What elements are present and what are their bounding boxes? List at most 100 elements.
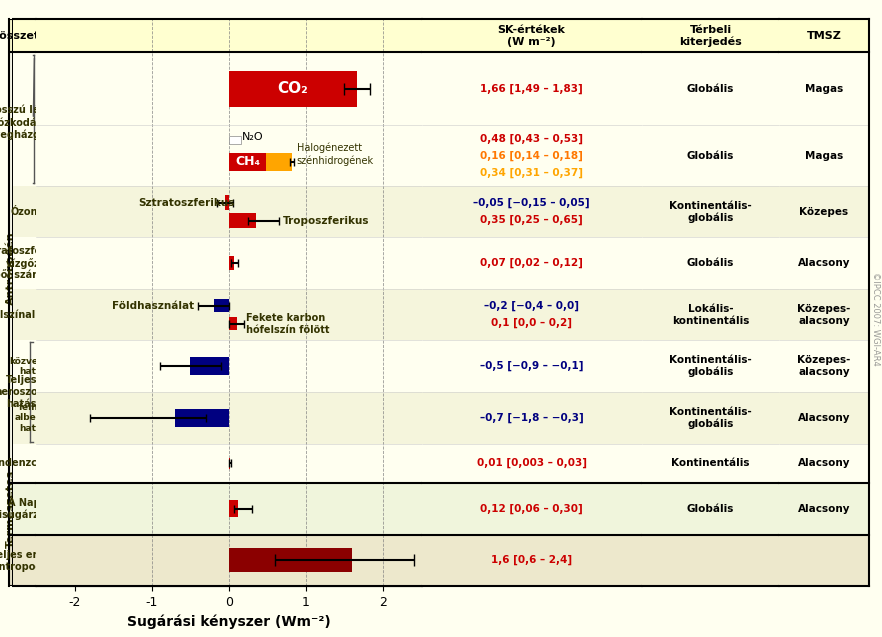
Text: Sztratoszferikus: Sztratoszferikus bbox=[138, 197, 235, 208]
Bar bbox=[36, 289, 422, 340]
Text: Halogénezett
szénhidrogének: Halogénezett szénhidrogének bbox=[296, 143, 374, 166]
Text: Földhasználat: Földhasználat bbox=[112, 301, 194, 311]
Bar bbox=[36, 19, 422, 52]
Bar bbox=[422, 19, 642, 52]
Text: 0,48 [0,43 – 0,53]: 0,48 [0,43 – 0,53] bbox=[480, 133, 583, 144]
Text: közvetlen
hatás: közvetlen hatás bbox=[9, 357, 58, 376]
Bar bbox=[642, 52, 780, 125]
Bar bbox=[9, 19, 13, 52]
Bar bbox=[9, 443, 13, 483]
Text: A Nap
kisugárzása: A Nap kisugárzása bbox=[0, 497, 57, 520]
Bar bbox=[642, 443, 780, 483]
Bar bbox=[9, 125, 13, 186]
Bar bbox=[13, 186, 36, 238]
Text: Kondenzcsíkok: Kondenzcsíkok bbox=[0, 458, 65, 468]
Bar bbox=[422, 125, 642, 186]
Text: Teljes eredő
antropogén: Teljes eredő antropogén bbox=[0, 548, 58, 572]
Text: 1,66 [1,49 – 1,83]: 1,66 [1,49 – 1,83] bbox=[481, 83, 583, 94]
Bar bbox=[642, 534, 780, 586]
Bar bbox=[229, 500, 238, 517]
Bar bbox=[36, 52, 422, 125]
Bar bbox=[36, 392, 422, 443]
Bar bbox=[266, 152, 292, 171]
Bar bbox=[9, 340, 13, 392]
Text: Hosszú légköri
tartózkodási idejű
üvegházgázok: Hosszú légköri tartózkodási idejű üveghá… bbox=[0, 104, 77, 140]
Bar bbox=[13, 392, 36, 443]
Text: –0,2 [−0,4 – 0,0]: –0,2 [−0,4 – 0,0] bbox=[484, 301, 579, 311]
Bar bbox=[422, 289, 642, 340]
Bar bbox=[225, 195, 229, 210]
Text: Felszínalbedo: Felszínalbedo bbox=[0, 310, 63, 320]
Bar bbox=[36, 186, 422, 238]
Text: felhő-
albedo-
hatás: felhő- albedo- hatás bbox=[14, 403, 53, 433]
Bar bbox=[229, 213, 256, 228]
Text: Magas: Magas bbox=[805, 84, 843, 94]
Text: 0,07 [0,02 – 0,12]: 0,07 [0,02 – 0,12] bbox=[480, 258, 583, 268]
Text: 0,35 [0,25 – 0,65]: 0,35 [0,25 – 0,65] bbox=[481, 215, 583, 225]
Text: Térbeli
kiterjedés: Térbeli kiterjedés bbox=[679, 25, 742, 47]
Bar bbox=[13, 483, 36, 534]
Bar bbox=[642, 392, 780, 443]
Bar bbox=[642, 289, 780, 340]
Text: Teljes
aeroszol-
hatás: Teljes aeroszol- hatás bbox=[0, 375, 46, 408]
Bar bbox=[13, 534, 36, 586]
Text: Globális: Globális bbox=[687, 504, 734, 513]
Bar bbox=[780, 443, 869, 483]
Bar bbox=[642, 238, 780, 289]
Bar bbox=[780, 19, 869, 52]
Text: Ózon: Ózon bbox=[11, 206, 39, 217]
Bar bbox=[9, 186, 13, 238]
Text: Kontinentális-
globális: Kontinentális- globális bbox=[669, 355, 752, 377]
Bar bbox=[9, 392, 13, 443]
Bar bbox=[229, 136, 242, 145]
Bar bbox=[175, 409, 229, 427]
Text: Globális: Globális bbox=[687, 258, 734, 268]
Bar bbox=[36, 534, 422, 586]
Text: 0,1 [0,0 – 0,2]: 0,1 [0,0 – 0,2] bbox=[491, 318, 572, 328]
Bar bbox=[780, 483, 869, 534]
Text: 0,01 [0,003 – 0,03]: 0,01 [0,003 – 0,03] bbox=[476, 458, 587, 468]
Bar bbox=[13, 289, 36, 340]
Bar bbox=[36, 238, 422, 289]
Bar bbox=[13, 125, 36, 186]
Bar bbox=[213, 299, 229, 312]
Bar bbox=[13, 443, 36, 483]
Bar bbox=[9, 52, 13, 483]
Bar bbox=[422, 534, 642, 586]
Text: Közepes-
alacsony: Közepes- alacsony bbox=[797, 355, 851, 377]
Bar bbox=[642, 125, 780, 186]
Text: Kontinentális-
globális: Kontinentális- globális bbox=[669, 201, 752, 223]
Bar bbox=[422, 443, 642, 483]
Text: Fekete karbon
hófelszín fölött: Fekete karbon hófelszín fölött bbox=[246, 313, 329, 334]
Text: 1,6 [0,6 – 2,4]: 1,6 [0,6 – 2,4] bbox=[491, 555, 572, 566]
Text: Alacsony: Alacsony bbox=[798, 458, 850, 468]
Bar bbox=[229, 71, 357, 107]
Bar bbox=[229, 257, 235, 270]
Bar bbox=[36, 483, 422, 534]
Text: Globális: Globális bbox=[687, 150, 734, 161]
Bar bbox=[13, 340, 36, 392]
Text: TMSZ: TMSZ bbox=[807, 31, 841, 41]
Bar bbox=[36, 125, 422, 186]
Bar bbox=[780, 534, 869, 586]
Bar bbox=[13, 19, 36, 52]
Text: Lokális-
kontinentális: Lokális- kontinentális bbox=[672, 304, 749, 326]
Text: 0,34 [0,31 – 0,37]: 0,34 [0,31 – 0,37] bbox=[480, 168, 583, 178]
Text: Kontinentális-
globális: Kontinentális- globális bbox=[669, 406, 752, 429]
Text: Közepes-
alacsony: Közepes- alacsony bbox=[797, 304, 851, 326]
Text: Antropogén: Antropogén bbox=[5, 231, 16, 304]
Text: Troposzferikus: Troposzferikus bbox=[283, 216, 370, 225]
Bar bbox=[780, 125, 869, 186]
Bar bbox=[780, 186, 869, 238]
Bar bbox=[13, 52, 36, 125]
Bar bbox=[780, 238, 869, 289]
Bar bbox=[9, 483, 13, 534]
Bar bbox=[642, 483, 780, 534]
Bar bbox=[229, 548, 352, 573]
Text: ©IPCC 2007: WGI-AR4: ©IPCC 2007: WGI-AR4 bbox=[871, 271, 880, 366]
Text: SK-összetevők: SK-összetevők bbox=[0, 31, 70, 41]
X-axis label: Sugárási kényszer (Wm⁻²): Sugárási kényszer (Wm⁻²) bbox=[127, 614, 331, 629]
Bar bbox=[36, 340, 422, 392]
Bar bbox=[9, 52, 13, 125]
Bar bbox=[422, 186, 642, 238]
